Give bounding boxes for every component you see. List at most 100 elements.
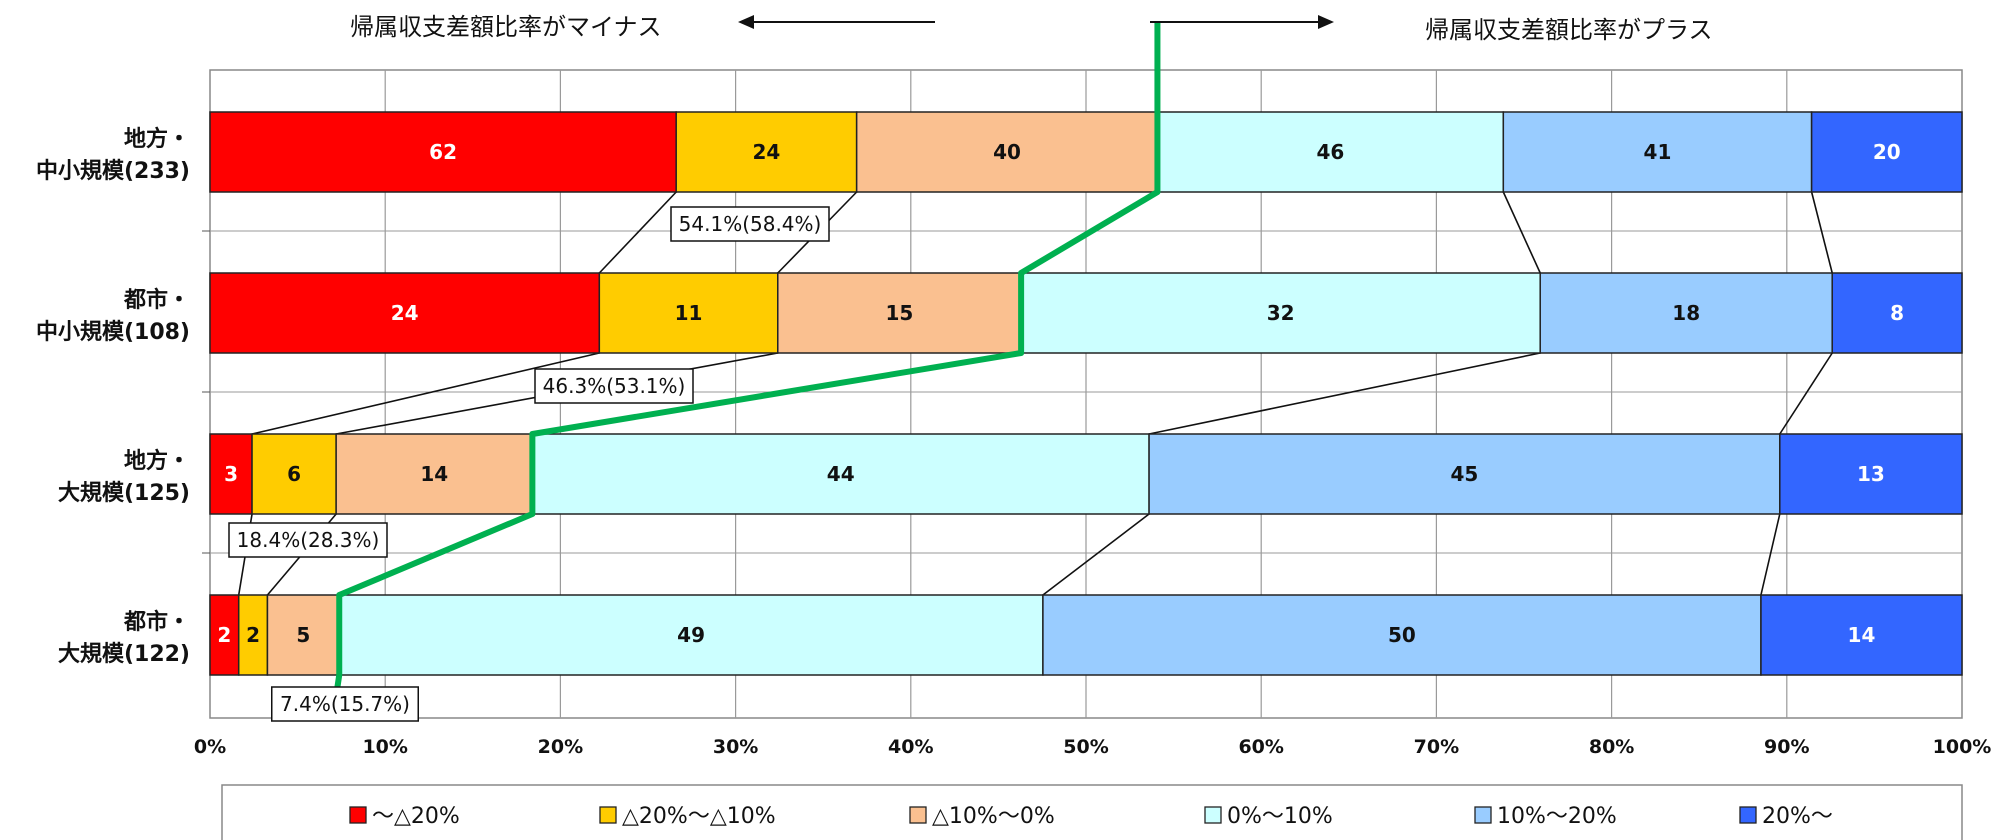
legend-label: 10%～20% — [1497, 804, 1617, 829]
bar-value-label: 49 — [677, 623, 705, 647]
x-tick-label: 0% — [194, 736, 226, 758]
bar-value-label: 20 — [1873, 140, 1901, 164]
bar-segment — [1779, 433, 1963, 515]
bar-value-label: 14 — [1848, 623, 1876, 647]
legend-label: 20%～ — [1762, 804, 1833, 829]
bar-value-label: 32 — [1267, 301, 1295, 325]
bar-segment — [335, 433, 534, 515]
x-tick-label: 90% — [1764, 736, 1809, 758]
connector-line — [251, 352, 600, 435]
bar-segment — [266, 594, 340, 676]
bar-value-label: 62 — [429, 140, 457, 164]
x-tick-label: 40% — [888, 736, 933, 758]
bar-segment — [251, 433, 337, 515]
bar-segment — [855, 111, 1159, 193]
connector-line — [1502, 191, 1541, 274]
minus-share-label: 18.4%(28.3%) — [237, 528, 380, 552]
bar-value-label: 3 — [224, 462, 238, 486]
bar-segment — [675, 111, 858, 193]
bar-value-label: 40 — [993, 140, 1021, 164]
x-tick-label: 80% — [1589, 736, 1634, 758]
bar-segment — [338, 594, 1044, 676]
category-label: 中小規模(108) — [36, 320, 190, 345]
bar-value-label: 14 — [420, 462, 448, 486]
category-label: 都市・ — [123, 287, 190, 313]
legend: ～△20% △20%～△10% △10%～0% 0%～10% 10%～20% 20%～ — [221, 784, 1963, 840]
bar-segment — [1020, 272, 1541, 354]
legend-swatch — [1739, 806, 1757, 824]
direction-annotations: 帰属収支差額比率がマイナス 帰属収支差額比率がプラス — [350, 13, 1713, 44]
bar-segment — [1042, 594, 1762, 676]
minus-share-label: 46.3%(53.1%) — [543, 374, 686, 398]
legend-label: ～△20% — [372, 804, 460, 829]
minus-share-labels: 54.1%(58.4%) 46.3%(53.1%) 18.4%(28.3%) 7.4%… — [228, 206, 830, 722]
bar-value-label: 6 — [287, 462, 301, 486]
connector-line — [1810, 191, 1833, 274]
bar-segment — [1831, 272, 1963, 354]
minus-direction-label: 帰属収支差額比率がマイナス — [350, 13, 662, 41]
plus-arrow-head — [1318, 15, 1334, 29]
legend-label: △20%～△10% — [622, 804, 776, 829]
connector-line — [1760, 513, 1781, 596]
bar-segment — [598, 272, 779, 354]
plus-direction-label: 帰属収支差額比率がプラス — [1425, 16, 1713, 44]
category-label: 大規模(122) — [58, 642, 190, 667]
bar-value-label: 41 — [1644, 140, 1672, 164]
legend-swatch — [349, 806, 367, 824]
category-label: 大規模(125) — [58, 481, 190, 506]
minus-share-box — [228, 522, 388, 558]
legend-swatch — [909, 806, 927, 824]
bar-value-label: 46 — [1316, 140, 1344, 164]
minus-share-box — [670, 206, 830, 242]
x-tick-label: 70% — [1414, 736, 1459, 758]
bars — [209, 111, 1963, 676]
bar-value-label: 24 — [391, 301, 419, 325]
x-tick-label: 50% — [1063, 736, 1108, 758]
bar-segment — [237, 594, 269, 676]
bar-value-label: 50 — [1388, 623, 1416, 647]
bar-segment — [777, 272, 1022, 354]
x-tick-label: 60% — [1238, 736, 1283, 758]
category-labels: 地方・中小規模(233)都市・中小規模(108)地方・大規模(125)都市・大規… — [36, 126, 190, 667]
bar-segment — [1810, 111, 1963, 193]
minus-arrow-head — [738, 15, 754, 29]
x-tick-label: 100% — [1933, 736, 1992, 758]
bar-value-label: 24 — [753, 140, 781, 164]
connector-line — [1148, 352, 1541, 435]
x-tick-label: 30% — [713, 736, 758, 758]
bar-segment — [1760, 594, 1963, 676]
bar-segment — [209, 433, 253, 515]
minus-share-box — [534, 368, 694, 404]
legend-swatch — [1204, 806, 1222, 824]
bar-value-label: 2 — [246, 623, 260, 647]
legend-label: 0%～10% — [1227, 804, 1333, 829]
divider-line — [333, 22, 1161, 696]
legend-swatch — [599, 806, 617, 824]
zero-boundary-line — [333, 22, 1161, 696]
x-axis: 0% 10% 20% 30% 40% 50% 60% 70% 80% 90% 100% — [194, 736, 1991, 758]
bar-segment — [209, 594, 240, 676]
bar-value-label: 18 — [1672, 301, 1700, 325]
bar-value-label: 11 — [675, 301, 703, 325]
connector-line — [598, 191, 677, 274]
connector-line — [1779, 352, 1833, 435]
bar-value-label: 44 — [827, 462, 855, 486]
minus-share-box — [271, 686, 419, 722]
legend-label: △10%～0% — [932, 804, 1055, 829]
bar-value-label: 2 — [217, 623, 231, 647]
category-label: 都市・ — [123, 609, 190, 635]
minus-share-label: 54.1%(58.4%) — [679, 212, 822, 236]
bar-value-label: 45 — [1451, 462, 1479, 486]
bar-segment — [531, 433, 1150, 515]
x-tick-label: 10% — [362, 736, 407, 758]
bar-value-label: 13 — [1857, 462, 1885, 486]
value-labels: 62 24 40 46 41 20 24 11 15 32 18 8 3 6 14 44 45 13 2 2 5 49 50… — [217, 140, 1904, 647]
connector-line — [1042, 513, 1150, 596]
bar-segment — [1156, 111, 1505, 193]
legend-box — [221, 784, 1963, 840]
bar-value-label: 15 — [886, 301, 914, 325]
bar-segment — [209, 111, 677, 193]
bar-value-label: 5 — [296, 623, 310, 647]
category-label: 地方・ — [124, 448, 190, 474]
